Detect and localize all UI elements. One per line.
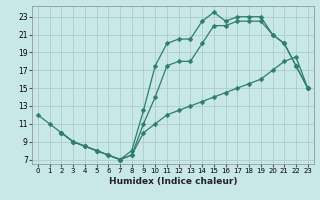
X-axis label: Humidex (Indice chaleur): Humidex (Indice chaleur) xyxy=(108,177,237,186)
